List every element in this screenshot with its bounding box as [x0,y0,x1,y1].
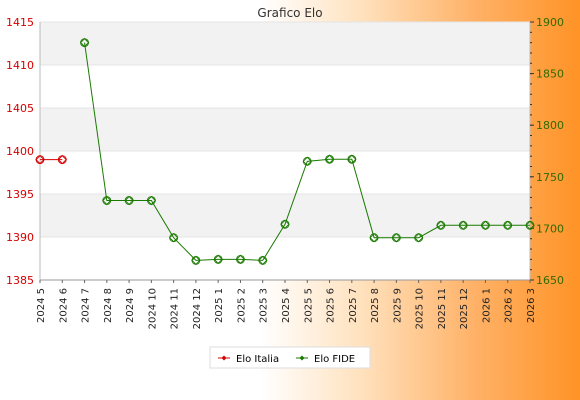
x-tick-label: 2024 6 [58,288,69,323]
elo-fide-point-ring [458,220,468,230]
right-tick-label: 1750 [536,171,564,184]
x-tick-label: 2025 8 [370,288,381,323]
x-tick-label: 2025 1 [214,288,225,323]
chart-title: Grafico Elo [257,6,322,20]
right-tick-label: 1650 [536,274,564,287]
left-tick-label: 1400 [6,145,34,158]
left-tick-label: 1415 [6,16,34,29]
x-tick-label: 2025 6 [326,288,337,323]
x-tick-label: 2025 12 [459,288,470,329]
elo-fide-point-ring [302,156,312,166]
elo-fide-point-ring [481,220,490,230]
elo-fide-point-ring [325,154,334,164]
elo-fide-point-ring [414,233,424,243]
grid-band [40,108,530,151]
grid-band [40,151,530,194]
left-tick-label: 1405 [6,102,34,115]
left-tick-label: 1410 [6,59,34,72]
elo-fide-line [84,42,530,261]
left-tick-label: 1395 [6,188,34,201]
grid-band [40,194,530,237]
grid-band [40,22,530,65]
right-tick-label: 1800 [536,119,564,132]
left-tick-label: 1385 [6,274,34,287]
x-tick-label: 2025 10 [415,288,426,329]
elo-fide-point-ring [503,220,513,230]
elo-fide-point-ring [436,220,446,230]
elo-fide-point-ring [213,254,223,264]
elo-italia-point-ring [57,155,67,165]
grid-band [40,237,530,280]
x-tick-label: 2025 4 [281,288,292,323]
legend-box [209,346,371,369]
x-tick-label: 2026 1 [481,288,492,323]
x-tick-label: 2025 9 [392,288,403,323]
elo-italia-point-ring [35,155,45,165]
x-tick-label: 2024 5 [36,288,47,323]
right-tick-label: 1850 [536,68,564,81]
elo-fide-point-ring [236,254,245,264]
elo-fide-point-ring [258,255,268,265]
elo-fide-point-ring [124,196,134,205]
right-tick-label: 1900 [536,16,564,29]
plot-background [39,21,531,281]
x-tick-label: 2025 3 [259,288,270,323]
x-tick-label: 2025 11 [437,288,448,329]
right-axis: 1650 1700 1750 1800 1850 1900 [530,16,564,287]
left-axis: 1385 1390 1395 1400 1405 1410 1415 [6,16,34,287]
legend-elo-fide-marker [299,355,305,361]
right-tick-label: 1700 [536,222,564,235]
x-tick-label: 2024 9 [125,288,136,323]
x-tick-label: 2025 5 [303,288,314,323]
x-tick-label: 2025 2 [236,288,247,323]
elo-fide-point-ring [80,38,89,48]
elo-fide-point-ring [280,219,290,229]
elo-fide-point-ring [169,233,179,243]
grid-band [40,65,530,108]
legend-elo-italia-label: Elo Italia [236,354,279,365]
elo-fide-point-ring [347,154,357,164]
x-tick-label: 2024 12 [192,288,203,329]
x-axis: 2024 5 2024 6 2024 7 2024 8 2024 9 2024 10 202… [36,280,537,329]
x-tick-label: 2024 7 [81,288,92,323]
legend-elo-fide-label: Elo FIDE [314,354,355,365]
x-tick-label: 2024 8 [103,288,114,323]
left-tick-label: 1390 [6,231,34,244]
elo-fide-point-ring [369,233,379,243]
legend: Elo Italia Elo FIDE [209,346,371,369]
x-tick-label: 2026 2 [504,288,515,323]
elo-fide-point-ring [525,220,535,230]
x-tick-label: 2024 11 [170,288,181,329]
x-tick-label: 2026 3 [526,288,537,323]
x-tick-label: 2024 10 [147,288,158,329]
x-tick-label: 2025 7 [348,288,359,323]
elo-fide-point-ring [391,233,401,243]
legend-elo-italia-marker [221,355,227,361]
elo-fide-point-ring [102,196,112,205]
elo-fide-point-ring [146,196,156,205]
series-layer [35,37,535,266]
elo-fide-point-ring [191,255,201,265]
